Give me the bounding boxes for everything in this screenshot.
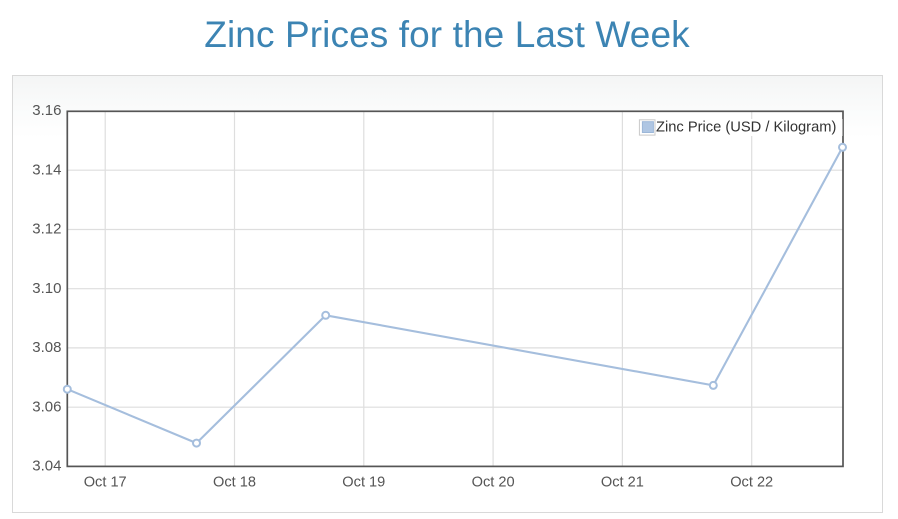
svg-text:3.12: 3.12	[32, 221, 61, 238]
svg-text:Zinc Price (USD / Kilogram): Zinc Price (USD / Kilogram)	[656, 120, 836, 136]
svg-text:Oct 17: Oct 17	[84, 475, 127, 491]
svg-text:3.10: 3.10	[32, 280, 61, 297]
svg-text:Oct 18: Oct 18	[213, 475, 256, 491]
svg-text:Oct 19: Oct 19	[342, 475, 385, 491]
svg-text:3.08: 3.08	[32, 339, 61, 356]
svg-text:3.14: 3.14	[32, 161, 61, 178]
svg-text:Oct 21: Oct 21	[601, 475, 644, 491]
svg-text:3.06: 3.06	[32, 398, 61, 415]
svg-text:Oct 22: Oct 22	[730, 475, 773, 491]
svg-text:3.04: 3.04	[32, 458, 61, 475]
svg-text:Oct 20: Oct 20	[472, 475, 515, 491]
svg-text:3.16: 3.16	[32, 102, 61, 119]
